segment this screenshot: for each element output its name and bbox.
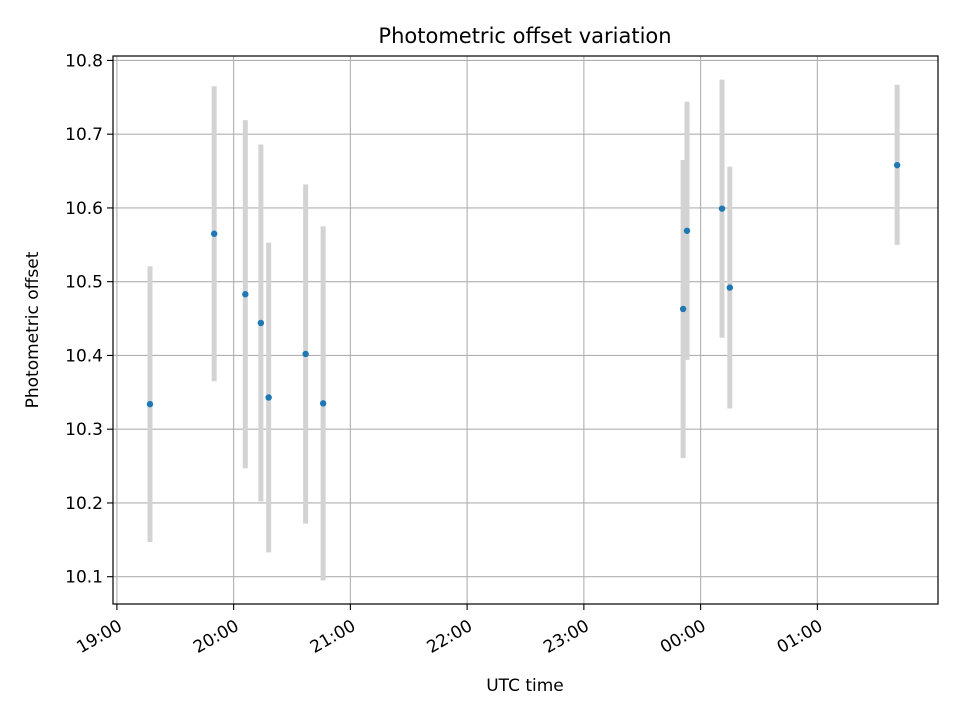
- y-tick-label: 10.1: [65, 568, 103, 588]
- x-tick-label: 19:00: [73, 616, 125, 658]
- y-axis: 10.1 10.2 10.3 10.4 10.5 10.6 10.7 10.8: [65, 51, 113, 588]
- y-axis-label: Photometric offset: [23, 251, 43, 408]
- data-point: [319, 400, 327, 407]
- x-axis: 19:00 20:00 21:00 22:00 23:00 00:00 01:00: [73, 604, 826, 658]
- data-point: [146, 400, 154, 408]
- x-tick-label: 23:00: [540, 616, 592, 658]
- y-tick-label: 10.8: [65, 51, 103, 71]
- x-tick-label: 20:00: [190, 616, 242, 658]
- chart-title: Photometric offset variation: [378, 24, 671, 48]
- y-tick-label: 10.6: [65, 199, 103, 219]
- y-tick-label: 10.2: [65, 494, 103, 514]
- y-tick-label: 10.7: [65, 125, 103, 145]
- data-point: [265, 394, 272, 401]
- data-point: [893, 161, 901, 169]
- y-tick-label: 10.4: [65, 346, 103, 366]
- y-tick-label: 10.3: [65, 420, 103, 440]
- data-point: [679, 305, 687, 313]
- data-point: [210, 230, 218, 237]
- plot-frame: [112, 55, 939, 605]
- data-points: [146, 161, 901, 408]
- data-point: [257, 319, 265, 327]
- x-axis-label: UTC time: [486, 676, 564, 696]
- y-tick-label: 10.5: [65, 273, 103, 293]
- x-tick-label: 21:00: [307, 616, 359, 658]
- error-bars: [147, 79, 900, 581]
- x-tick-label: 01:00: [774, 616, 826, 658]
- data-point: [242, 291, 249, 298]
- x-tick-label: 22:00: [424, 616, 476, 658]
- data-point: [718, 205, 726, 212]
- x-tick-label: 00:00: [657, 616, 709, 658]
- data-point: [302, 350, 309, 358]
- grid: [113, 56, 938, 604]
- data-point: [683, 227, 691, 234]
- data-point: [726, 284, 734, 291]
